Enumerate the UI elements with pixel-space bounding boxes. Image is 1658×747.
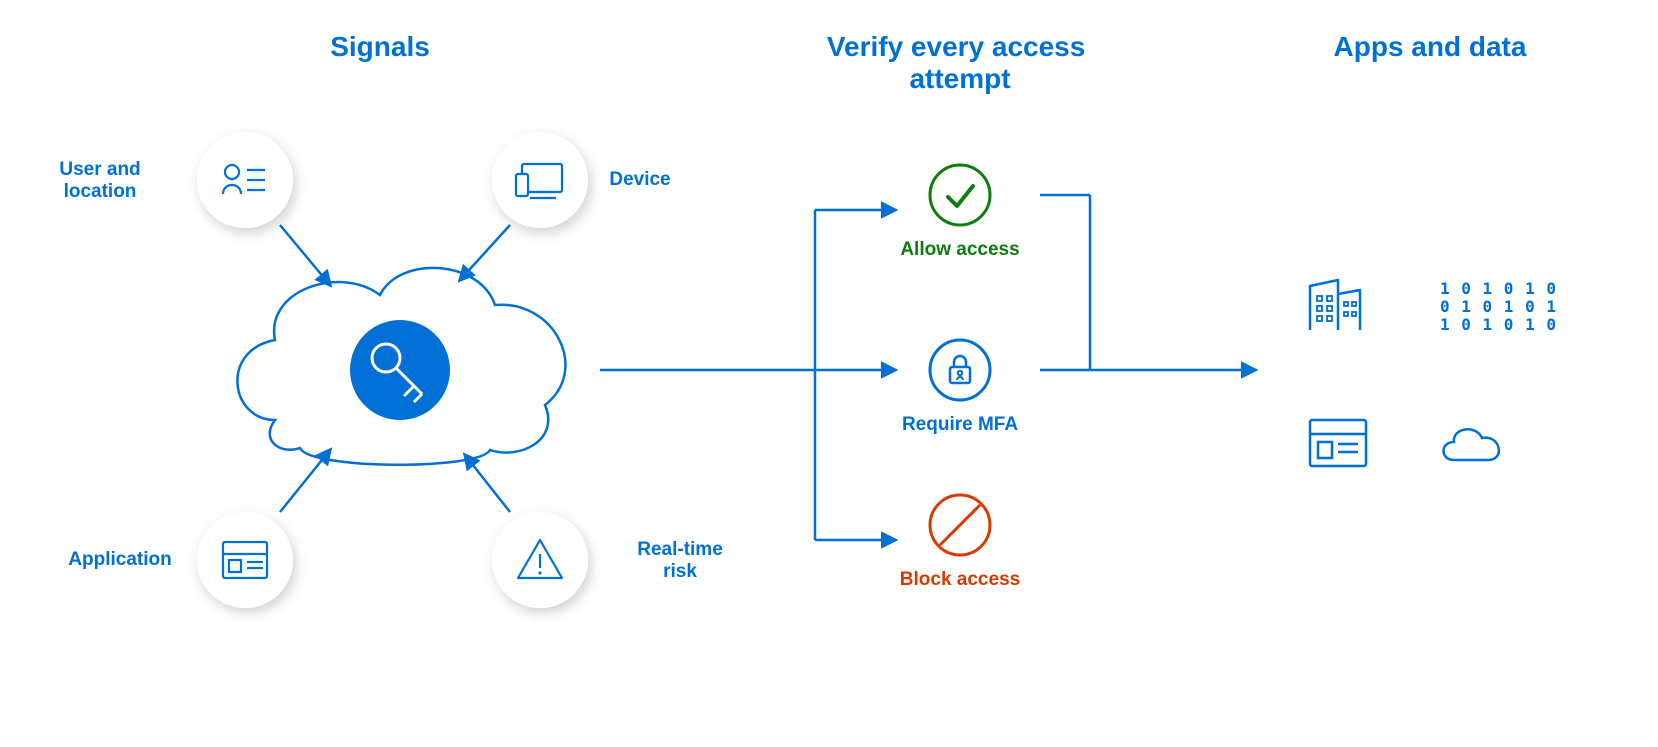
merge-lines [1040, 195, 1255, 370]
signal-arrow-3 [465, 455, 510, 512]
heading-verify: Verify every access attempt [827, 31, 1093, 94]
verify-mfa [930, 340, 990, 400]
signal-user [197, 132, 293, 228]
verify-block [930, 495, 990, 555]
apps-app-window-icon [1310, 420, 1366, 466]
signal-risk [492, 512, 588, 608]
apps-building-icon [1310, 280, 1360, 330]
signal-risk-label: Real-timerisk [637, 539, 723, 582]
signal-arrow-2 [280, 450, 330, 512]
cloud-signals [237, 268, 565, 465]
signal-user-label: User andlocation [59, 159, 140, 202]
heading-apps: Apps and data [1334, 31, 1527, 62]
signal-arrow-1 [460, 225, 510, 280]
apps-binary-icon: 1 0 1 0 1 00 1 0 1 0 11 0 1 0 1 0 [1440, 279, 1557, 334]
apps-cloud-icon [1444, 429, 1499, 460]
signal-device-label: Device [609, 169, 670, 190]
signal-app-label: Application [68, 549, 171, 570]
verify-allow [930, 165, 990, 225]
svg-text:1 0 1 0 1 0: 1 0 1 0 1 0 [1440, 315, 1557, 334]
diagram-canvas: Signals Verify every access attempt Apps… [0, 0, 1658, 747]
verify-allow-label: Allow access [900, 239, 1019, 260]
verify-mfa-label: Require MFA [902, 414, 1018, 435]
signal-app [197, 512, 293, 608]
verify-block-label: Block access [900, 569, 1020, 590]
signal-device [492, 132, 588, 228]
svg-text:0 1 0 1 0 1: 0 1 0 1 0 1 [1440, 297, 1557, 316]
svg-text:1 0 1 0 1 0: 1 0 1 0 1 0 [1440, 279, 1557, 298]
signal-arrow-0 [280, 225, 330, 285]
heading-signals: Signals [330, 31, 430, 62]
flow-lines [600, 210, 895, 540]
